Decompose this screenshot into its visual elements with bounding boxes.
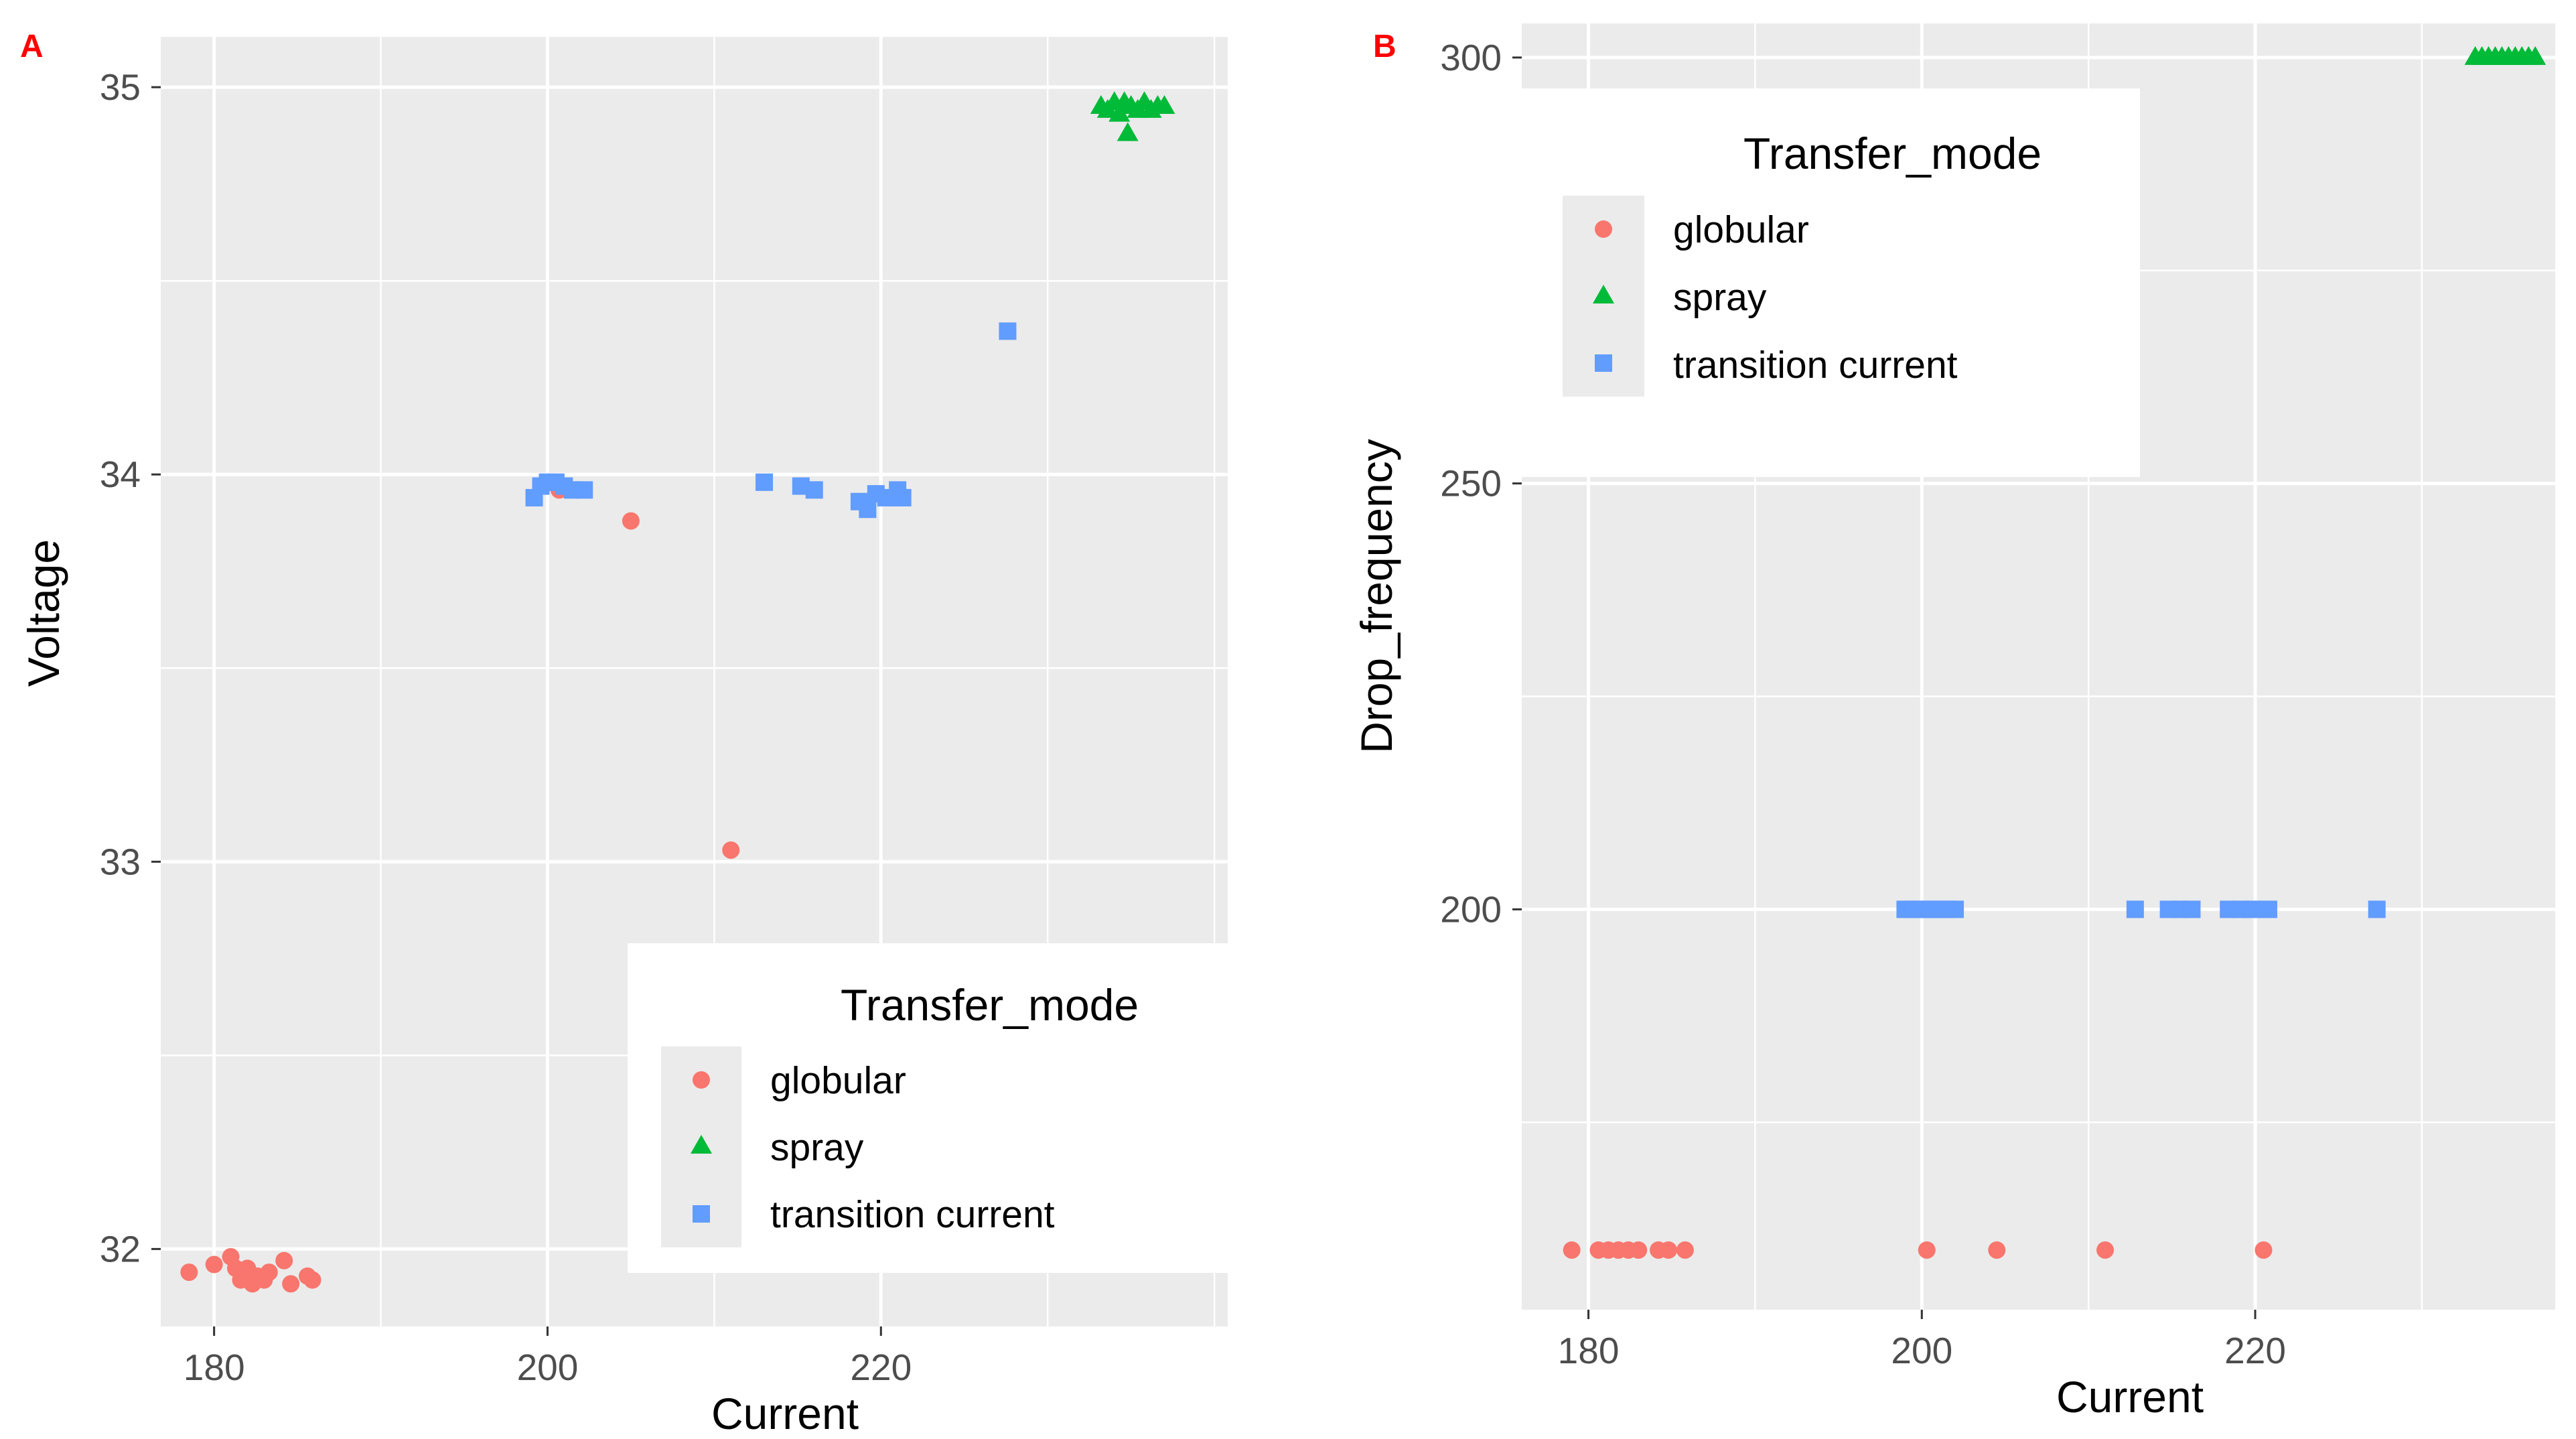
legend-label-spray-b: spray	[1673, 276, 1767, 319]
point-globular	[275, 1251, 293, 1270]
panel-label-b: B	[1373, 29, 1397, 64]
x-tick-label: 200	[1891, 1330, 1952, 1371]
y-tick-label: 200	[1440, 888, 1502, 930]
point-globular	[1988, 1241, 2006, 1259]
legend-key-spray-a	[691, 1135, 712, 1154]
y-axis-title-a: Voltage	[19, 539, 68, 687]
legend-entry-transition-a: transition current	[661, 1180, 1055, 1247]
point-globular	[2255, 1241, 2273, 1259]
legend-key-spray-b	[1593, 285, 1614, 303]
point-spray	[1153, 95, 1175, 115]
panel-label-a: A	[20, 29, 44, 64]
gridlines-a	[161, 37, 1228, 1326]
point-transition-current	[2368, 900, 2386, 918]
point-globular	[1676, 1241, 1694, 1259]
legend-entry-globular-a: globular	[661, 1046, 906, 1113]
legend-entry-globular-b: globular	[1563, 196, 1809, 263]
x-axis-title-b: Current	[2056, 1372, 2204, 1422]
data-points-b	[1563, 46, 2547, 1259]
point-spray	[1108, 102, 1131, 122]
legend-label-spray-a: spray	[770, 1126, 864, 1169]
point-globular	[722, 841, 740, 859]
legend-key-globular-a	[693, 1071, 710, 1089]
point-transition-current	[805, 481, 823, 499]
data-points-a	[180, 91, 1175, 1293]
y-tick-label: 32	[100, 1228, 141, 1270]
point-globular	[1918, 1241, 1936, 1259]
legend-key-globular-b	[1595, 220, 1612, 238]
legend-label-globular-b: globular	[1673, 208, 1809, 251]
point-globular	[2096, 1241, 2115, 1259]
x-axis-title-a: Current	[711, 1389, 859, 1438]
tick-labels-a: 180 200 220 32 33 34 35	[100, 66, 912, 1388]
legend-title-a: Transfer_mode	[841, 980, 1139, 1030]
legend-entry-spray-a: spray	[661, 1113, 864, 1180]
y-tick-label: 300	[1440, 37, 1502, 78]
y-tick-label: 34	[100, 454, 141, 495]
point-globular	[1563, 1241, 1581, 1259]
point-globular	[1630, 1241, 1648, 1259]
point-spray	[1117, 122, 1139, 141]
legend-key-transition-a	[693, 1205, 710, 1223]
x-tick-label: 200	[517, 1347, 579, 1388]
legend-title-b: Transfer_mode	[1743, 129, 2042, 178]
point-transition-current	[2243, 900, 2261, 918]
point-globular	[205, 1255, 223, 1274]
legend-key-transition-b	[1595, 354, 1612, 372]
point-transition-current	[999, 322, 1017, 340]
point-globular	[260, 1263, 278, 1282]
x-tick-label: 180	[1558, 1330, 1620, 1371]
y-tick-label: 33	[100, 841, 141, 882]
panel-b: B 180 200 220 200 250 300 Current Drop_freque…	[1352, 23, 2555, 1422]
tick-labels-b: 180 200 220 200 250 300	[1440, 37, 2286, 1371]
legend-b: Transfer_mode globular spray transition …	[1522, 88, 2140, 477]
legend-label-globular-a: globular	[770, 1059, 906, 1102]
legend-label-transition-b: transition current	[1673, 344, 1958, 387]
point-spray	[2524, 46, 2547, 65]
point-transition-current	[1946, 900, 1964, 918]
point-transition-current	[575, 481, 593, 499]
x-tick-label: 220	[2224, 1330, 2286, 1371]
point-transition-current	[2183, 900, 2201, 918]
legend-label-transition-a: transition current	[770, 1193, 1055, 1236]
legend-a: Transfer_mode globular spray transition …	[628, 943, 1228, 1273]
point-transition-current	[2259, 900, 2277, 918]
point-transition-current	[2126, 900, 2144, 918]
point-globular	[303, 1271, 321, 1289]
legend-entry-spray-b: spray	[1563, 263, 1767, 330]
y-tick-label: 35	[100, 66, 141, 108]
x-tick-label: 180	[184, 1347, 245, 1388]
point-transition-current	[893, 488, 912, 506]
y-tick-label: 250	[1440, 463, 1502, 504]
point-globular	[282, 1275, 300, 1293]
point-globular	[1660, 1241, 1678, 1259]
y-axis-title-b: Drop_frequency	[1352, 439, 1401, 754]
point-transition-current	[756, 473, 774, 491]
panel-a: A 180 200 220 32 33 34 35 Current Voltage Tran…	[19, 29, 1228, 1438]
legend-entry-transition-b: transition current	[1563, 330, 1958, 397]
point-globular	[180, 1263, 198, 1282]
point-transition-current	[859, 500, 877, 519]
point-globular	[622, 512, 640, 530]
x-tick-label: 220	[850, 1347, 912, 1388]
